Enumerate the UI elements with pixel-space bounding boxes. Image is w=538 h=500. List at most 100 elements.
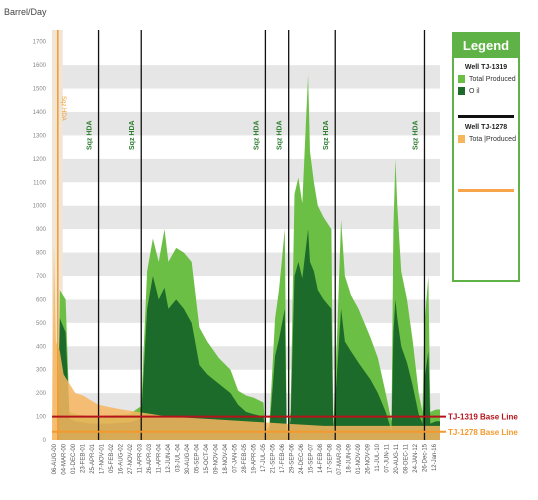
legend-swatch-total-a: [458, 75, 465, 83]
marker-label: Sqz HDA: [412, 120, 419, 150]
grid-band: [52, 158, 440, 183]
x-tick-label: 19-APR-05: [252, 443, 258, 473]
x-tick-label: 03-JUL-04: [176, 443, 182, 472]
x-tick-label: 17-NOV-01: [100, 443, 106, 474]
y-tick-label: 1000: [33, 204, 47, 210]
x-tick-label: 17-FEB-06: [280, 443, 286, 473]
grid-bands: [52, 65, 440, 417]
x-tick-label: 26-NOV-09: [366, 443, 372, 474]
legend-item-oil-a: O il: [458, 87, 518, 95]
grid-band: [52, 205, 440, 230]
legend-label-total-a: Total Produced: [469, 75, 516, 83]
x-tick-label: 17-JUL-05: [261, 443, 267, 472]
x-tick-label: 24-DEC-06: [299, 443, 305, 474]
grid-band: [52, 65, 440, 89]
legend-item-total-a: Total Produced: [458, 75, 518, 83]
marker-label: Sqz HDA: [129, 120, 136, 150]
baseline-label: TJ-1319 Base Line: [448, 413, 518, 422]
x-tick-label: 17-SEP-08: [328, 443, 334, 473]
series-areas: [52, 74, 440, 440]
x-tick-label: 18-NOV-04: [223, 443, 229, 474]
y-tick-label: 1600: [33, 63, 47, 69]
x-tick-label: 05-SEP-04: [195, 443, 201, 473]
y-tick-label: 500: [36, 321, 47, 327]
x-tick-label: 27-NOV-02: [128, 443, 134, 474]
grid-band: [52, 346, 440, 370]
y-tick-label: 100: [36, 415, 47, 421]
x-tick-label: 12-JUN-04: [166, 443, 172, 473]
y-tick-label: 900: [36, 227, 47, 233]
legend-label-total-b: Tota |Produced: [469, 135, 516, 143]
x-tick-label: 26-Dec-15: [423, 443, 429, 472]
grid-band: [52, 112, 440, 136]
x-tick-label: 01-NOV-09: [356, 443, 362, 474]
marker-label: Sqz HDA: [253, 120, 260, 150]
legend-well-b: Well TJ-1278: [464, 124, 508, 131]
legend-box: Legend Well TJ-1319 Total Produced O il …: [452, 32, 520, 282]
marker-label: Sqz HDA: [277, 120, 284, 150]
marker-label: Sqz HDA: [323, 120, 330, 150]
marker-label: Sqz HDA: [87, 120, 94, 150]
x-tick-label: 11-JUL-10: [375, 443, 381, 471]
legend-divider-orange: [458, 189, 514, 192]
legend-well-a: Well TJ-1319: [464, 64, 508, 71]
legend-label-oil-a: O il: [469, 87, 480, 95]
legend-item-total-b: Tota |Produced: [458, 135, 518, 143]
y-tick-label: 300: [36, 368, 47, 374]
y-tick-label: 200: [36, 391, 47, 397]
legend-title: Legend: [454, 34, 518, 58]
x-tick-label: 08-DEC-11: [404, 443, 410, 473]
x-tick-label: 09-NOV-04: [214, 443, 220, 474]
x-tick-label: 07-JUN-11: [385, 443, 391, 472]
series-area-2: [52, 243, 440, 440]
y-tick-label: 600: [36, 297, 47, 303]
x-tick-label: 15-SEP-07: [309, 443, 315, 473]
x-tick-label: 23-FEB-01: [81, 443, 87, 473]
x-tick-label: 15-OCT-04: [204, 443, 210, 473]
x-tick-label: 05-FEB-02: [109, 443, 115, 473]
x-tick-label: 28-FEB-05: [242, 443, 248, 473]
y-tick-label: 0: [43, 438, 47, 444]
legend-divider: [458, 115, 514, 118]
y-tick-label: 400: [36, 344, 47, 350]
x-tick-label: 07-JAN-05: [233, 443, 239, 472]
x-tick-label: 24-JAN-12: [413, 443, 419, 472]
series-area-1: [52, 229, 440, 440]
x-tick-label: 25-APR-01: [90, 443, 96, 473]
x-tick-label: 06-AUG-00: [52, 443, 58, 474]
y-tick-label: 1700: [33, 40, 47, 46]
vertical-markers: Sqz HDA Sqz HDA Sqz HDA Sqz HDA Sqz HDA Sqz H…: [57, 30, 426, 440]
baselines: TJ-1319 Base Line TJ-1278 Base Line: [52, 413, 518, 437]
marker-label-first: Sqz HDA: [60, 96, 66, 121]
x-tick-label: 21-SEP-05: [271, 443, 277, 473]
y-tick-label: 800: [36, 251, 47, 257]
x-tick-label: 30-AUG-04: [185, 443, 191, 474]
x-tick-label: 04-MAR-00: [62, 443, 68, 474]
legend-swatch-oil-a: [458, 87, 465, 95]
grid-band: [52, 252, 440, 276]
x-tick-label: 11-APR-03: [138, 443, 144, 473]
x-tick-label: 26-APR-03: [147, 443, 153, 473]
x-tick-label: 14-FEB-08: [318, 443, 324, 473]
x-tick-label: 07-MAR-09: [337, 443, 343, 474]
x-tick-label: 16-AUG-02: [119, 443, 125, 474]
y-tick-label: 1100: [33, 180, 47, 186]
x-tick-label: 12-Jan-16: [432, 443, 438, 471]
y-tick-label: 1500: [33, 87, 47, 93]
y-axis-label: Barrel/Day: [4, 7, 47, 17]
legend-swatch-total-b: [458, 135, 465, 143]
x-tick-label: 01-DEC-00: [71, 443, 77, 474]
y-tick-label: 1400: [33, 110, 47, 116]
x-tick-label: 11-APR-04: [157, 443, 163, 473]
grid-band: [52, 299, 440, 323]
y-tick-label: 1300: [33, 133, 47, 139]
baseline-label: TJ-1278 Base Line: [448, 428, 518, 437]
x-tick-label: 18-JUN-09: [347, 443, 353, 473]
y-tick-label: 700: [36, 274, 47, 280]
x-tick-label: 20-AUG-11: [394, 443, 400, 474]
x-tick-label: 29-SEP-06: [290, 443, 296, 473]
y-axis: 0 100 200 300 400 500 600 700 800 900 1000 1100 1200…: [33, 40, 47, 444]
x-axis: 06-AUG-00 04-MAR-00 01-DEC-00 23-FEB-01 25-A…: [52, 443, 438, 474]
y-tick-label: 1200: [33, 157, 47, 163]
